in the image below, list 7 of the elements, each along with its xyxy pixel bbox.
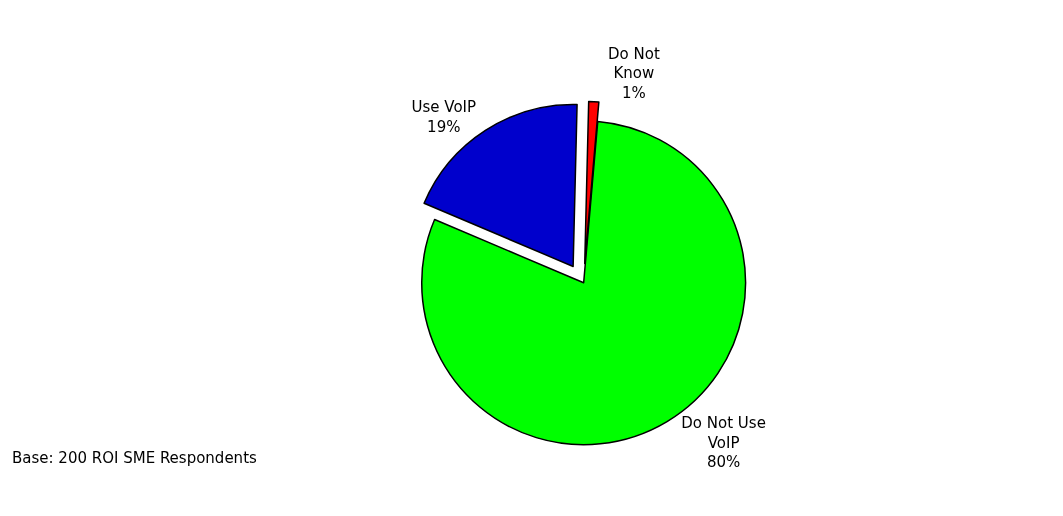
data-label: 80%	[706, 453, 741, 472]
slice-label: Do Not Know	[608, 44, 660, 83]
data-label: 1%	[622, 83, 646, 102]
slice-label: Use VoIP	[411, 98, 477, 117]
slice-label: Do Not Use VoIP	[681, 414, 766, 452]
data-label: 19%	[427, 117, 461, 136]
text: Base: 200 ROI SME Respondents	[12, 449, 258, 467]
